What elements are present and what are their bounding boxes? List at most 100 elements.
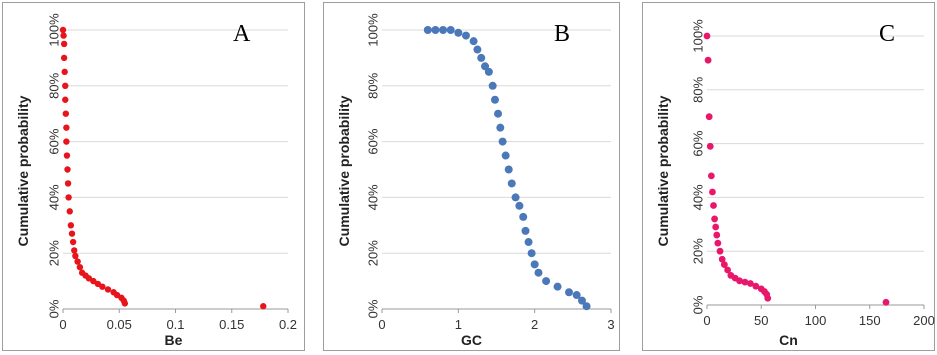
y-tick-label: 80%: [365, 72, 380, 98]
data-point: [736, 277, 743, 285]
data-point: [530, 260, 539, 269]
data-point: [711, 215, 718, 223]
data-point: [99, 283, 106, 290]
x-axis-label: Cn: [779, 332, 798, 348]
data-point: [524, 238, 533, 247]
data-point: [519, 212, 528, 221]
data-point: [62, 110, 70, 117]
data-point: [534, 268, 543, 277]
data-point: [515, 201, 524, 210]
data-point: [490, 95, 499, 104]
data-point: [712, 223, 720, 231]
y-tick-label: 60%: [690, 130, 705, 156]
x-tick-label: 0: [59, 317, 66, 332]
data-point: [553, 282, 562, 291]
data-point: [504, 165, 513, 174]
data-point: [63, 124, 70, 131]
data-point: [741, 278, 749, 286]
data-point: [752, 282, 760, 290]
data-point: [60, 40, 68, 48]
data-point: [565, 288, 574, 297]
y-tick-label: 80%: [46, 72, 61, 98]
data-point: [121, 300, 129, 307]
data-point: [473, 45, 482, 54]
data-point: [439, 26, 448, 34]
data-point: [454, 28, 463, 37]
data-point: [62, 82, 69, 90]
chart-panel-b: 0% 20% 40% 60% 80% 100% 0 1 2 3 B Cumulative prob…: [323, 2, 620, 351]
data-point: [76, 263, 84, 271]
data-point: [65, 194, 72, 201]
data-point: [60, 32, 67, 39]
y-tick-label: 20%: [690, 238, 705, 264]
panel-letter: A: [233, 21, 251, 47]
data-point: [481, 62, 490, 71]
data-point: [260, 303, 267, 310]
y-tick-label: 40%: [690, 184, 705, 210]
data-point: [577, 296, 586, 305]
chart-panel-a: 0% 20% 40% 60% 80% 100% 0 0.05 0.1 0.15 0.2 A Cumu…: [2, 2, 305, 351]
data-point: [461, 31, 470, 40]
data-point: [72, 252, 79, 260]
data-point: [572, 291, 581, 300]
data-point: [69, 238, 77, 246]
data-point: [703, 32, 711, 40]
y-tick-label: 100%: [365, 13, 380, 47]
x-tick-label: 50: [754, 313, 768, 328]
data-point: [64, 166, 71, 173]
y-tick-label: 20%: [46, 240, 61, 266]
y-axis-label: Cumulative probability: [15, 95, 31, 247]
x-tick-label: 0: [703, 313, 710, 328]
data-point: [709, 188, 716, 196]
data-point: [747, 280, 754, 287]
x-tick-label: 0.1: [166, 317, 184, 332]
data-point: [423, 26, 432, 34]
y-tick-label: 100%: [690, 19, 705, 53]
data-point: [527, 249, 536, 258]
y-tick-label: 100%: [46, 13, 61, 47]
x-tick-label: 0: [378, 317, 385, 332]
plot-area-a: 0% 20% 40% 60% 80% 100% 0 0.05 0.1 0.15 0.2: [46, 13, 297, 332]
data-point: [63, 152, 71, 159]
data-point: [488, 81, 497, 90]
data-point: [60, 54, 68, 62]
data-point: [63, 138, 70, 145]
data-point: [61, 68, 68, 76]
data-point: [716, 247, 724, 255]
data-point: [542, 277, 551, 286]
data-point: [104, 286, 112, 293]
data-point: [67, 222, 75, 229]
data-point: [511, 193, 520, 202]
y-tick-label: 0%: [365, 299, 380, 318]
x-tick-label: 0.05: [107, 317, 132, 332]
data-point: [71, 247, 78, 254]
data-point: [469, 37, 478, 46]
data-point: [705, 113, 713, 121]
panel-letter: C: [879, 21, 896, 47]
y-tick-label: 20%: [365, 240, 380, 266]
data-point: [494, 109, 503, 118]
y-tick-label: 60%: [365, 128, 380, 154]
data-point: [704, 56, 712, 64]
y-axis-label: Cumulative probability: [336, 95, 352, 247]
data-point: [74, 258, 81, 265]
plot-area-b: 0% 20% 40% 60% 80% 100% 0 1 2 3: [365, 13, 614, 332]
data-point: [64, 180, 72, 187]
data-point: [484, 67, 493, 76]
data-point: [724, 266, 732, 274]
y-tick-label: 0%: [690, 295, 705, 314]
y-tick-label: 80%: [690, 76, 705, 102]
data-point: [720, 261, 728, 269]
x-axis-label: GC: [461, 332, 482, 348]
x-tick-label: 100: [805, 313, 827, 328]
data-point: [446, 26, 455, 34]
y-tick-label: 40%: [365, 184, 380, 210]
data-point: [710, 202, 717, 209]
x-axis-label: Be: [164, 332, 183, 348]
y-axis-label: Cumulative probability: [655, 95, 671, 247]
data-point: [66, 208, 73, 215]
data-point: [431, 26, 440, 34]
x-tick-label: 2: [531, 317, 538, 332]
data-point: [501, 151, 510, 160]
data-point: [59, 26, 67, 34]
